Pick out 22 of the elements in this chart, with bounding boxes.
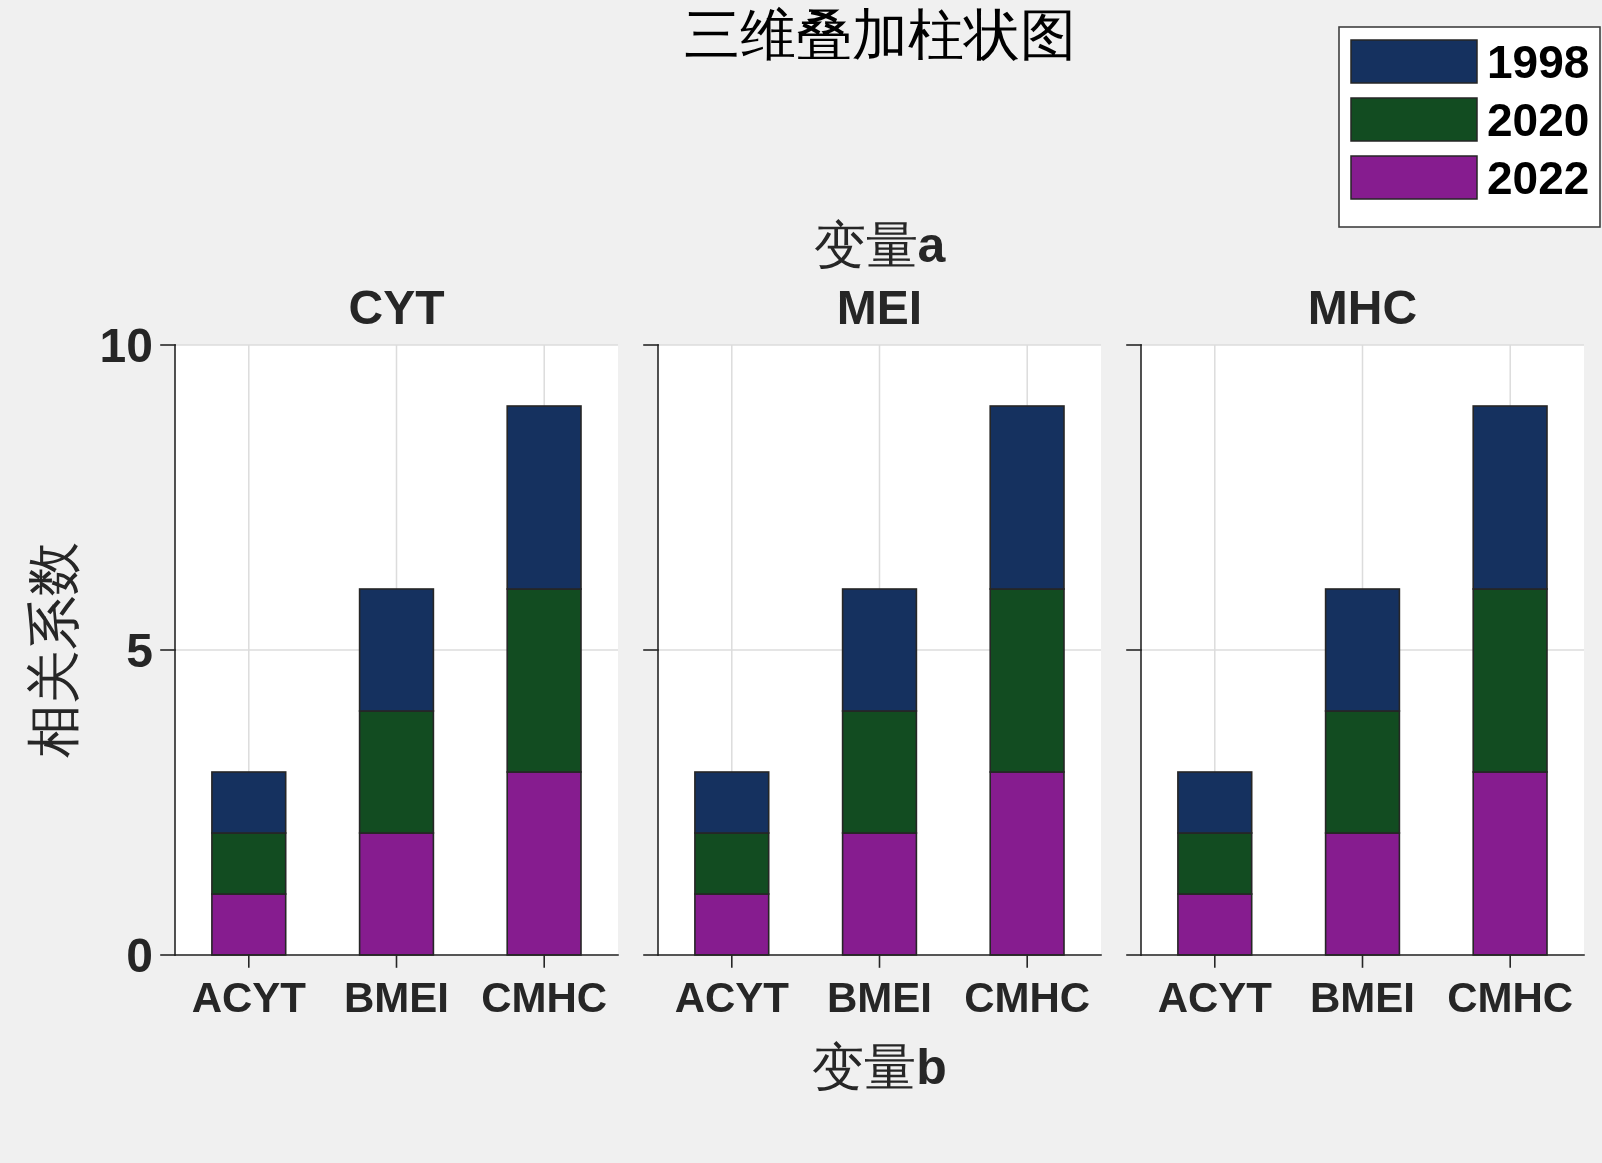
xtick-label: BMEI — [827, 973, 932, 1021]
ytick-label: 5 — [126, 623, 153, 677]
panel-label: CYT — [348, 280, 445, 334]
legend-label: 1998 — [1487, 35, 1590, 88]
xtick-label: ACYT — [191, 973, 306, 1021]
legend-label: 2022 — [1487, 151, 1590, 204]
ytick-label: 10 — [99, 318, 153, 372]
legend-label: 2020 — [1487, 93, 1590, 146]
panel-label: MHC — [1307, 280, 1418, 334]
xlabel: 变量b — [812, 1037, 947, 1097]
xtick-label: CMHC — [1447, 973, 1574, 1021]
xtick-label: ACYT — [674, 973, 789, 1021]
xtick-label: BMEI — [1310, 973, 1415, 1021]
xtick-label: CMHC — [481, 973, 608, 1021]
xtick-label: CMHC — [964, 973, 1091, 1021]
ytick-label: 0 — [126, 928, 153, 982]
title: 三维叠加柱状图 — [683, 1, 1076, 67]
xtick-label: BMEI — [344, 973, 449, 1021]
ylabel: 相关系数 — [21, 542, 85, 758]
xtick-label: ACYT — [1157, 973, 1272, 1021]
annotation: 变量a — [813, 215, 946, 275]
panel-label: MEI — [836, 280, 923, 334]
